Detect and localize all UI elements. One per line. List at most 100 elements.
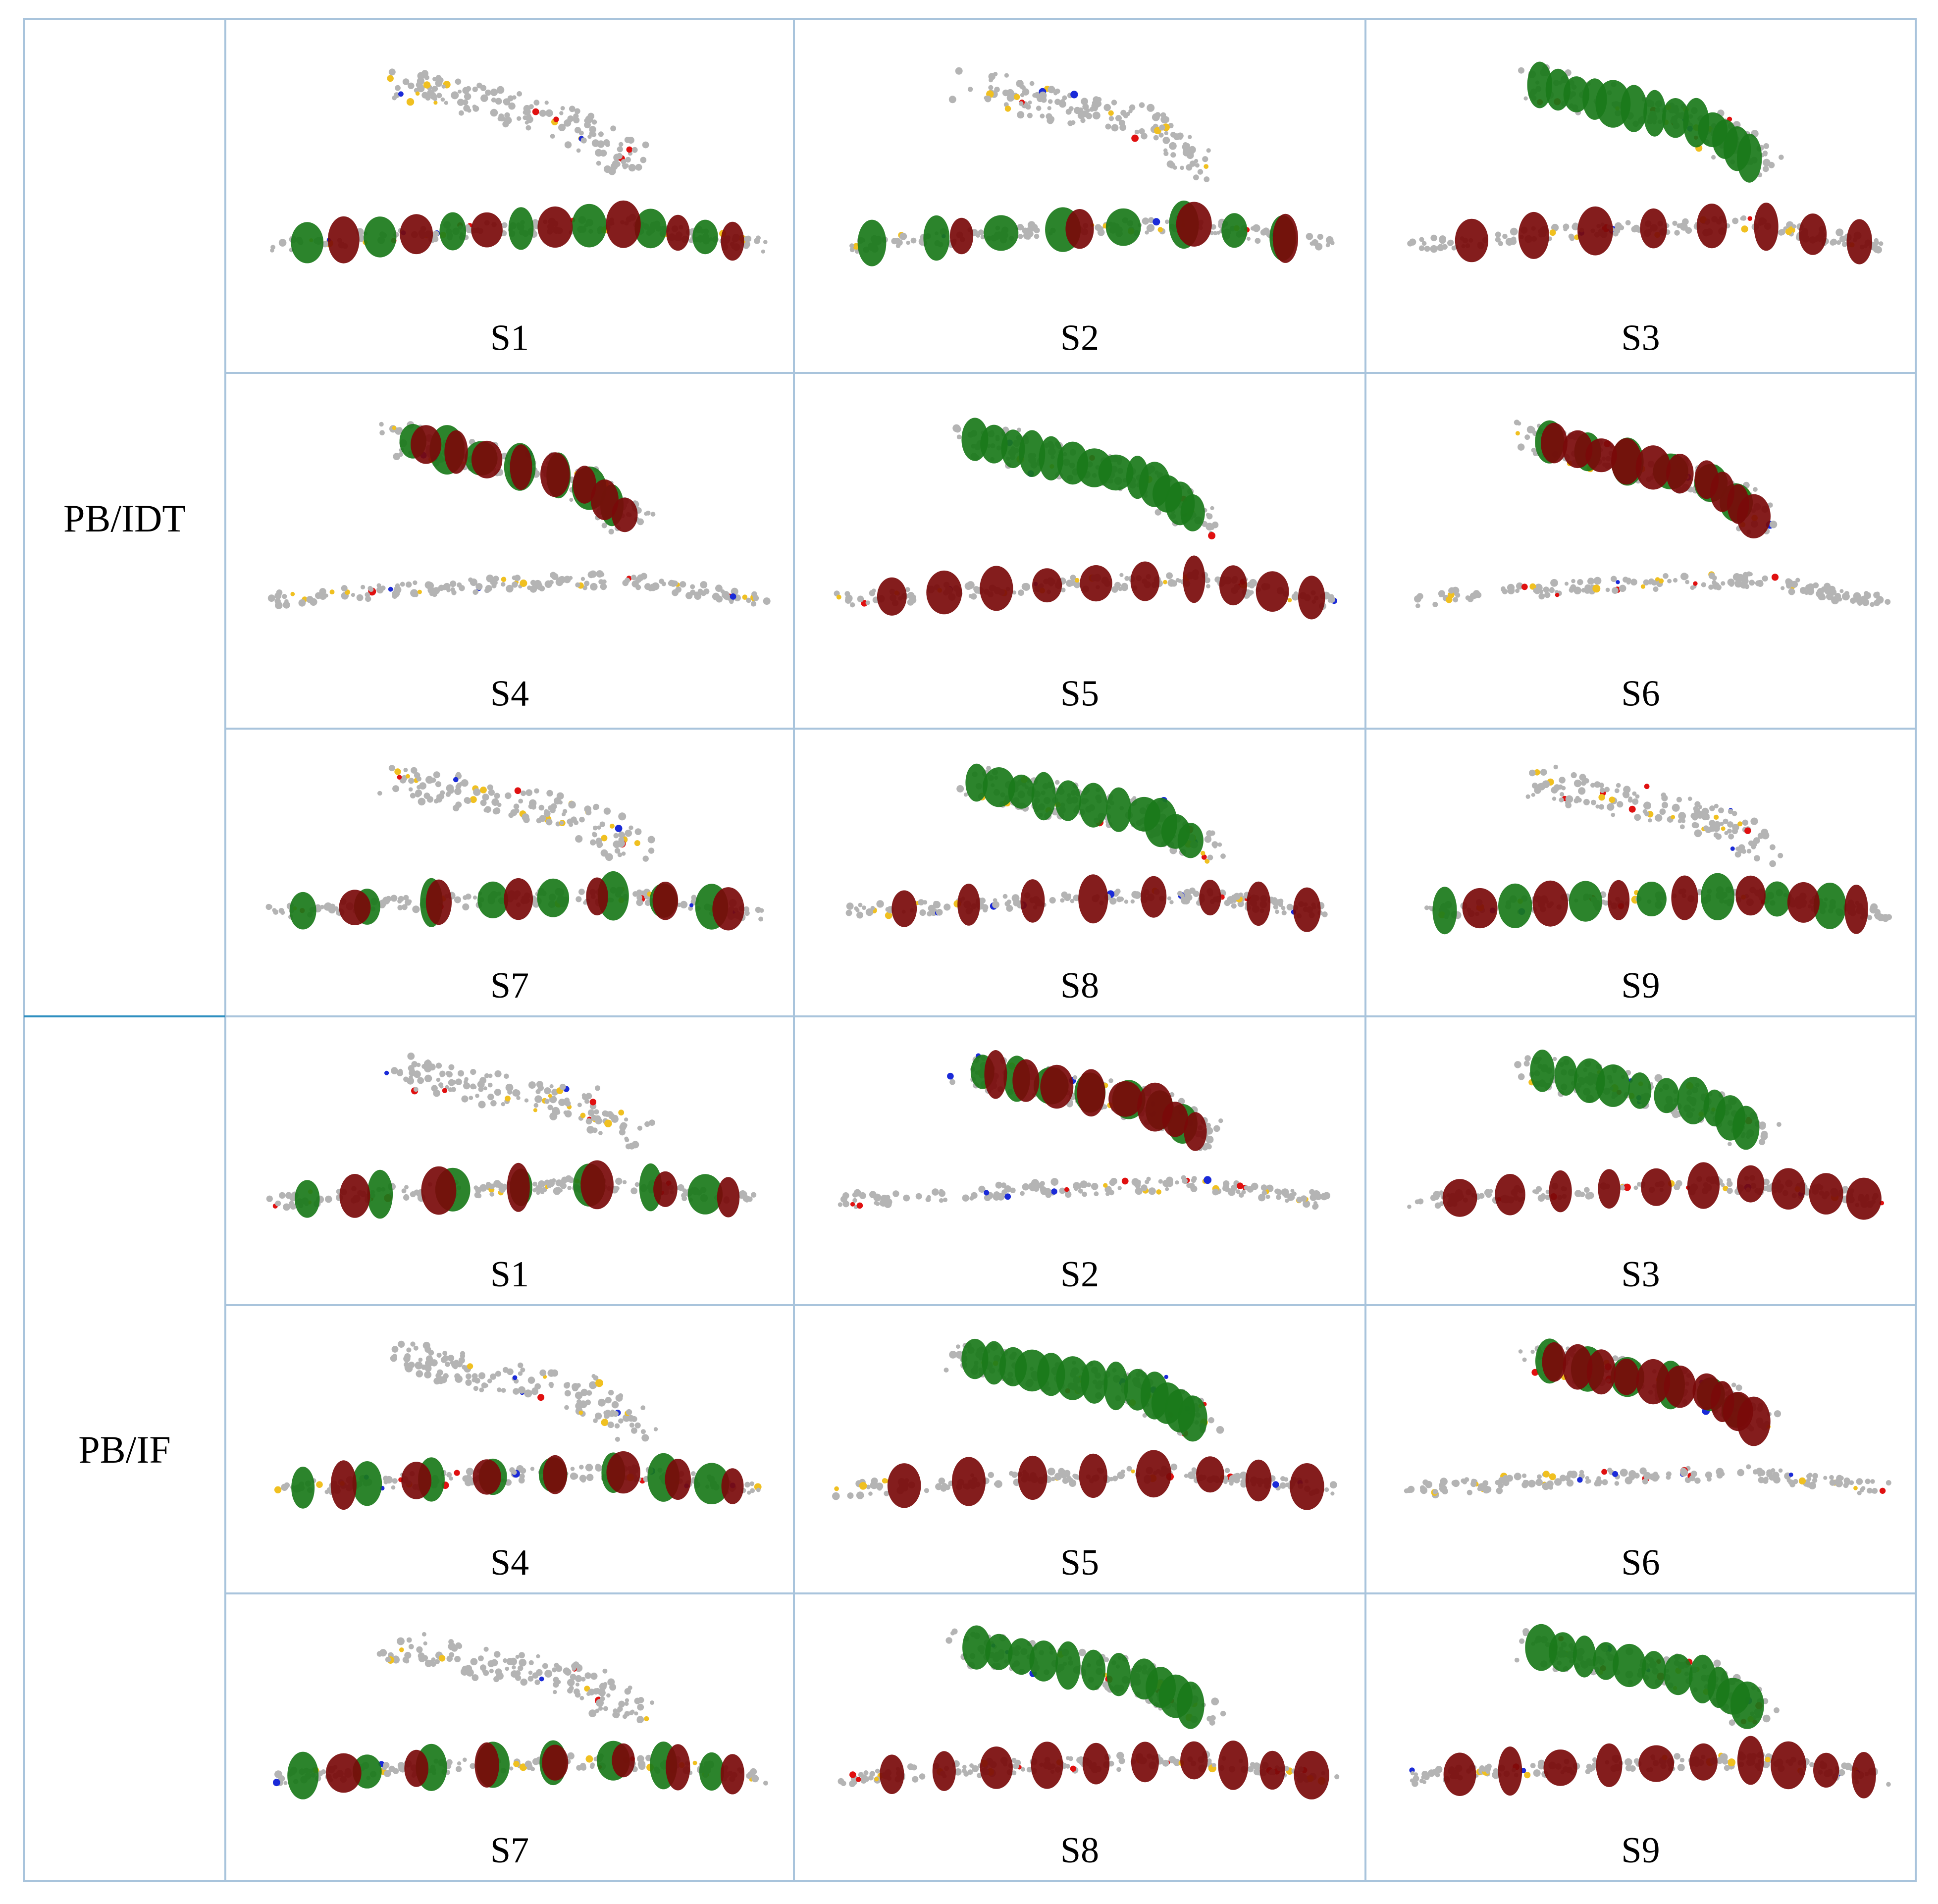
atom [467,1363,473,1370]
orbital-lobe-positive [572,204,607,248]
orbital-lobe-negative [1846,219,1873,264]
atom [877,1485,882,1491]
orbital-lobe-negative [1020,879,1045,923]
atom [454,1470,460,1476]
orbital-lobe-positive [1081,1360,1108,1404]
atom [634,1422,641,1428]
atom [1051,1179,1058,1185]
atom [329,589,335,595]
orbital-cell [1404,1338,1891,1499]
atom [1575,795,1580,800]
atom [1022,88,1030,96]
atom [539,815,546,822]
atom [1779,155,1784,160]
atom [459,110,464,116]
atom [441,84,446,89]
atom [995,1181,1002,1189]
atom [1714,814,1719,820]
atom [617,146,623,153]
orbital-lobe-negative [1754,203,1779,251]
atom [749,1481,754,1486]
atom [1165,1187,1169,1191]
atom [915,1193,922,1200]
orbital-cell [274,1340,762,1510]
atom [631,147,638,153]
atom [267,904,272,909]
atom [1222,1186,1228,1191]
orbital-lobe-negative [1809,1173,1843,1215]
atom [1869,905,1878,914]
atom [746,597,751,603]
atom [488,1094,494,1100]
orbital-lobe-negative [984,1050,1007,1099]
atom [325,1195,332,1203]
atom [1799,587,1807,594]
atom [276,589,283,596]
orbital-lobe-negative [580,1160,614,1210]
atom [1740,216,1744,221]
atom [1585,1192,1592,1200]
orbital-lobe-positive [923,215,950,261]
atom [661,582,667,586]
atom [978,229,984,235]
atom [1448,587,1455,594]
atom [625,829,632,837]
atom [410,1068,415,1073]
atom [1020,93,1025,98]
atom [1067,120,1073,126]
atom [1430,1195,1437,1201]
atom [642,855,649,862]
atom [525,125,531,131]
orbital-cell [834,418,1337,620]
atom [1625,220,1631,226]
atom [458,1357,465,1364]
orbital-lobe-positive [1079,783,1108,828]
atom [501,582,506,587]
atom [856,911,864,919]
atom [483,808,488,813]
atom [1141,133,1148,140]
atom [949,1079,955,1085]
atom [1330,1491,1335,1496]
atom [1020,1191,1025,1196]
atom [1685,580,1690,584]
atom [479,1184,487,1192]
atom [589,1099,597,1106]
atom [954,425,961,433]
atom [580,1112,586,1118]
atom [1771,574,1779,581]
atom [631,1141,639,1149]
atom [1510,227,1518,236]
atom [751,1192,757,1198]
atom [1208,1417,1214,1424]
atom [1778,852,1783,858]
orbital-lobe-negative [1293,887,1321,932]
atom [290,591,295,596]
atom [1578,787,1586,795]
atom [1762,575,1768,582]
atom [1103,1183,1108,1188]
orbital-lobe-positive [1569,881,1602,922]
atom [483,1086,487,1091]
atom [404,1353,411,1360]
atom [936,909,943,916]
atom [870,1481,878,1489]
atom [653,1427,658,1431]
atom [270,245,275,250]
atom [489,1192,494,1197]
atom [458,1070,464,1077]
atom [450,587,455,592]
atom [1112,1476,1118,1481]
atom [1109,898,1117,905]
atom [1661,794,1668,801]
orbital-lobe-negative [1141,876,1167,918]
atom [523,110,528,115]
orbital-lobe-negative [421,1166,457,1215]
atom [1785,578,1792,585]
atom [403,1194,410,1201]
atom [1002,894,1008,899]
atom [1754,855,1760,862]
atom [644,583,651,590]
atom [603,139,610,146]
atom [584,121,591,129]
